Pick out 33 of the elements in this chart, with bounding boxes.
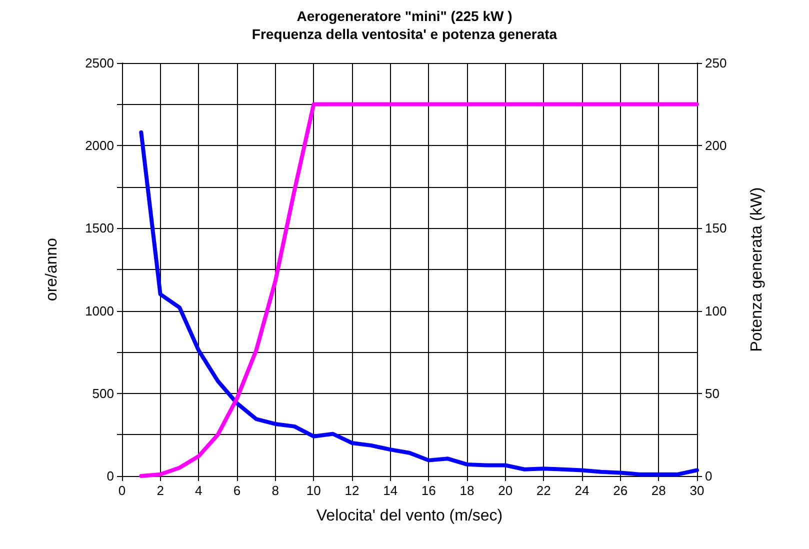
x-tick-label: 28: [651, 483, 666, 498]
x-tick-label: 10: [306, 483, 321, 498]
y2-tick-label: 200: [705, 138, 727, 154]
y2-tick-label: 150: [705, 220, 727, 236]
y-tick-label: 2500: [85, 56, 114, 70]
y-tick-label: 500: [92, 386, 114, 401]
x-tick-label: 26: [613, 483, 628, 498]
x-tick-label: 20: [498, 483, 513, 498]
y2-tick-label: 50: [705, 386, 720, 401]
x-tick-label: 24: [574, 483, 590, 498]
y-tick-label: 1000: [85, 303, 114, 318]
y2-tick-label: 0: [705, 468, 712, 484]
y-tick-label: 0: [106, 468, 114, 484]
y-axis-title: ore/anno: [44, 238, 60, 302]
chart-subtitle: Frequenza della ventosita' e potenza generata: [252, 26, 558, 42]
y2-tick-label: 250: [705, 56, 727, 70]
x-tick-label: 14: [383, 483, 398, 498]
y-tick-label: 2000: [85, 138, 114, 154]
x-tick-label: 0: [118, 483, 126, 498]
x-tick-label: 30: [690, 483, 704, 498]
x-tick-label: 18: [460, 483, 474, 498]
x-tick-label: 12: [344, 483, 360, 498]
x-tick-label: 2: [156, 483, 164, 498]
y2-tick-label: 100: [705, 303, 727, 318]
x-tick-label: 16: [421, 483, 436, 498]
x-tick-label: 8: [272, 483, 279, 498]
y-tick-label: 1500: [85, 220, 114, 236]
chart-title: Aerogeneratore "mini" (225 kW ): [296, 8, 512, 24]
x-axis-title: Velocita' del vento (m/sec): [316, 508, 503, 524]
y2-axis-title: Potenza generata (kW): [748, 187, 766, 352]
x-tick-label: 4: [195, 483, 202, 498]
x-tick-label: 22: [536, 483, 551, 498]
x-tick-label: 6: [233, 483, 241, 498]
